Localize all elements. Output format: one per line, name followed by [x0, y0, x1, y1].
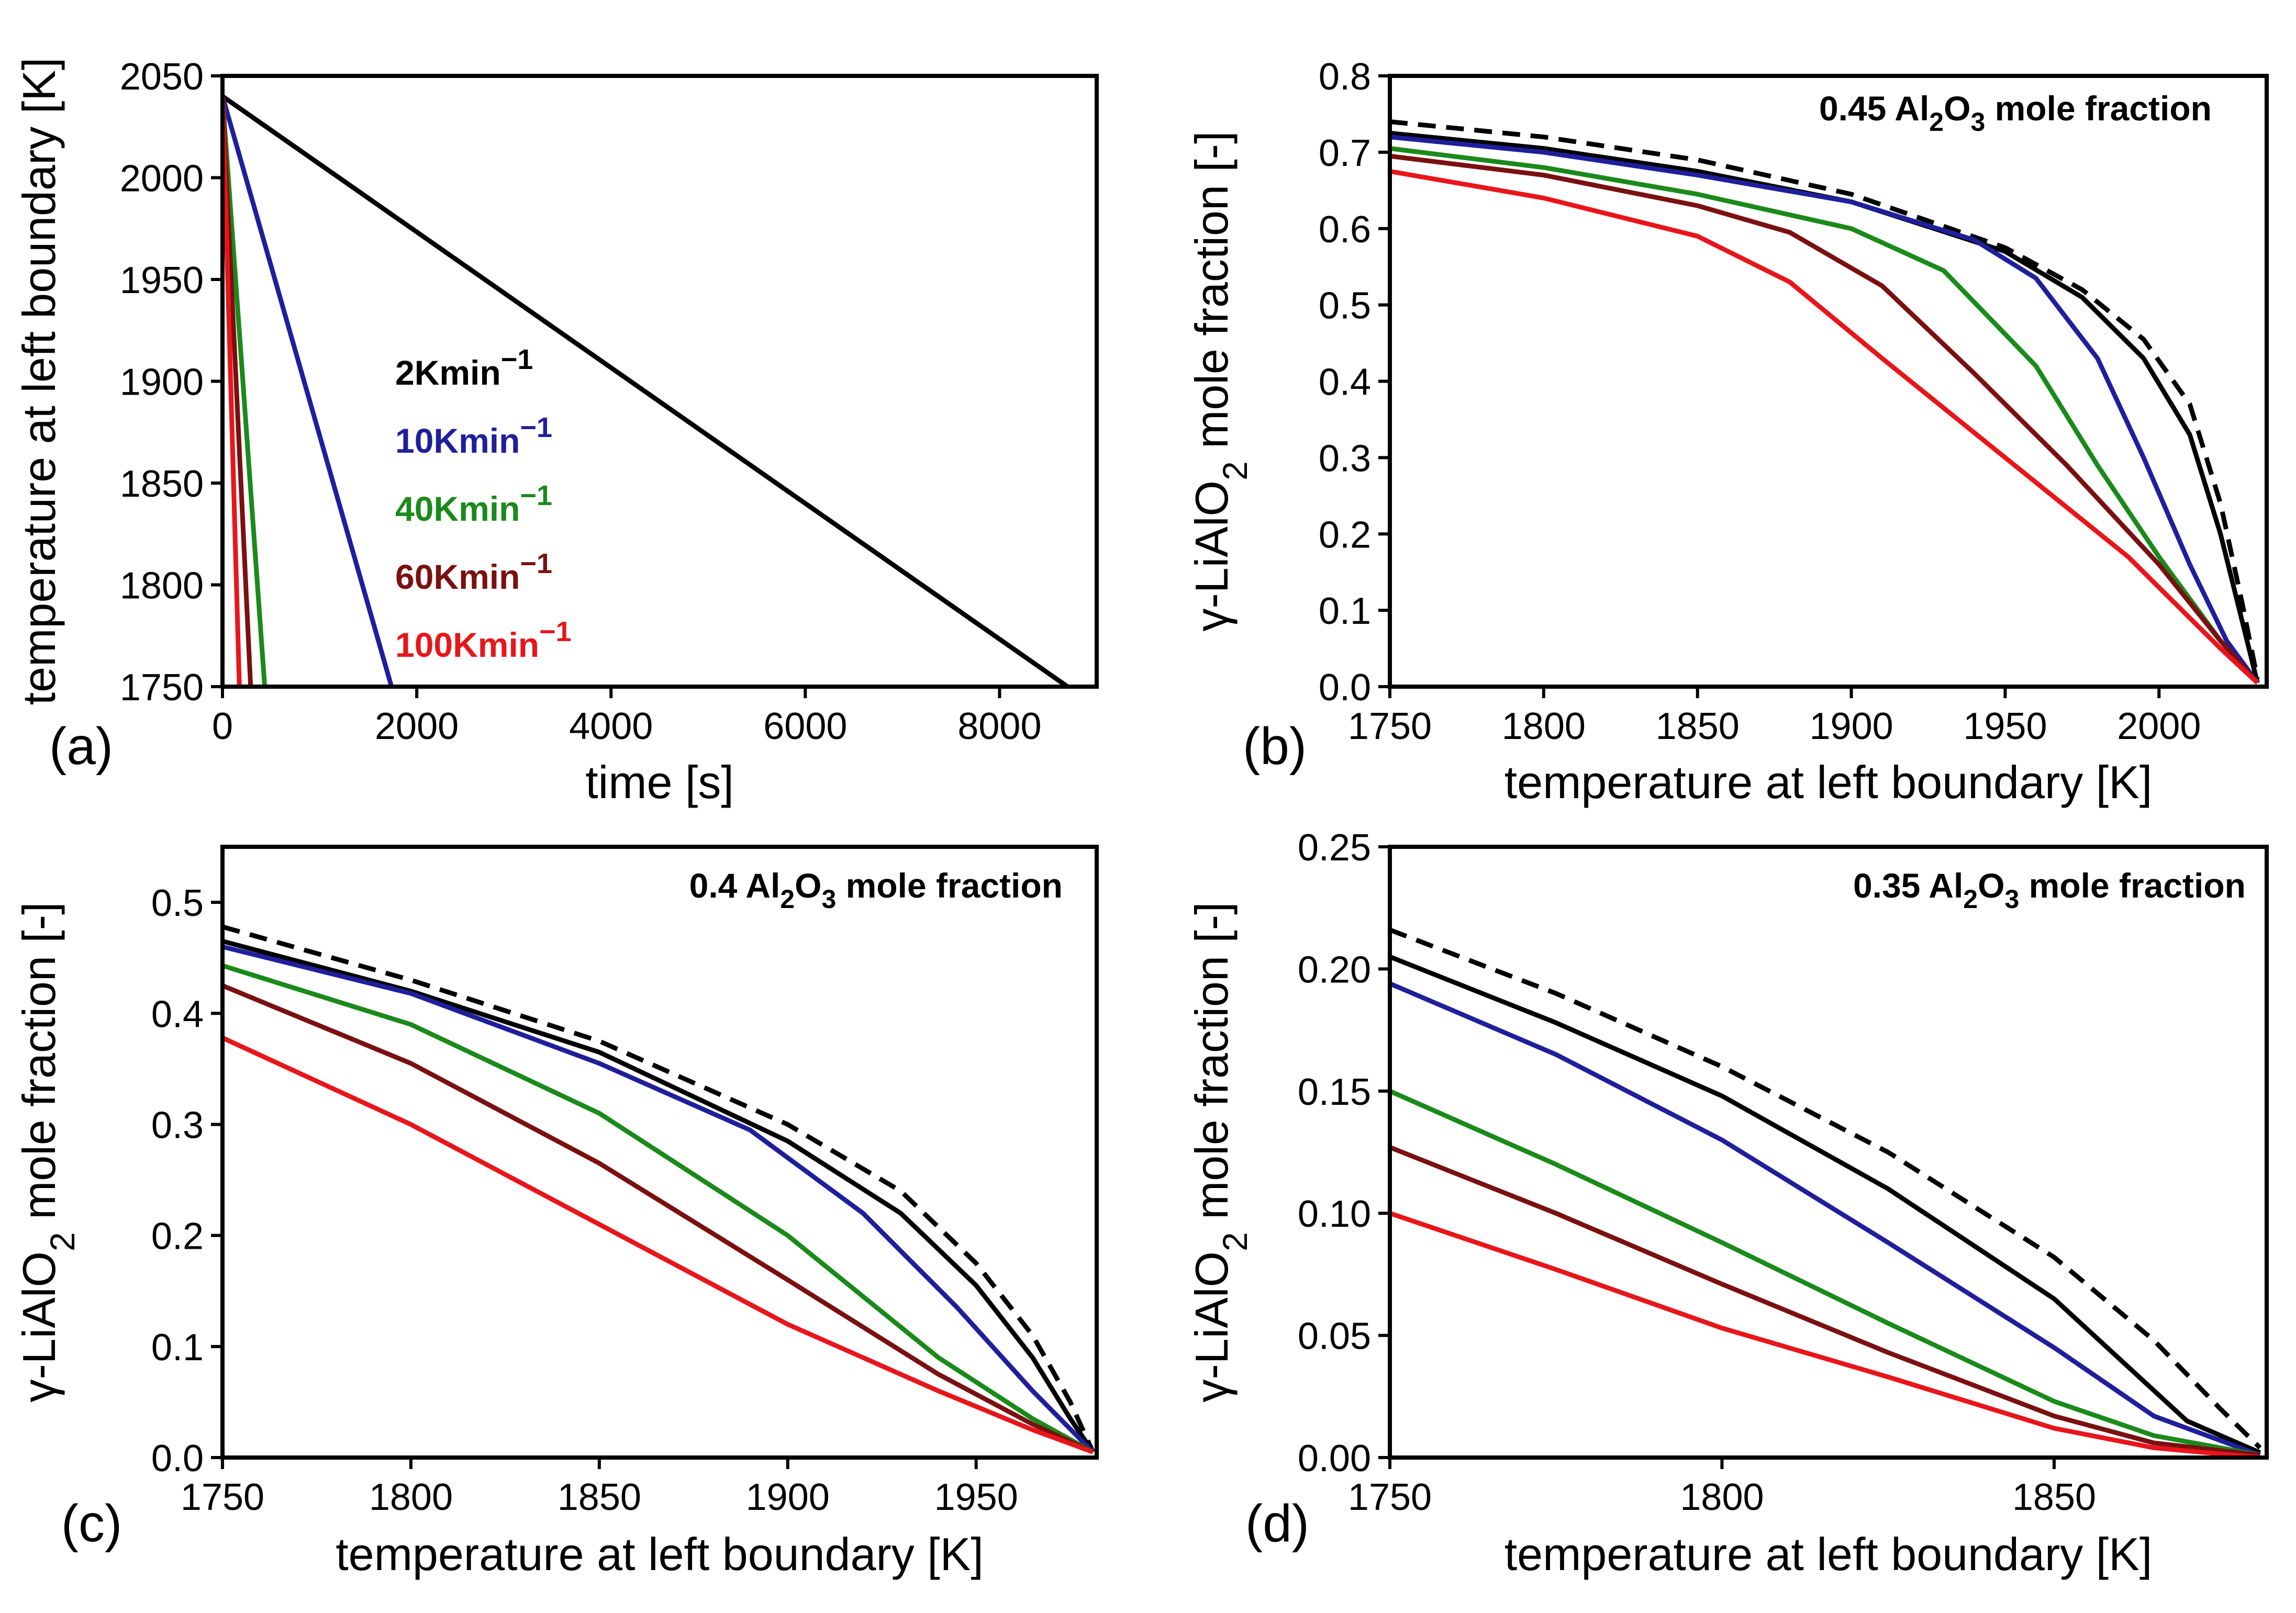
y-tick-label: 0.5 — [151, 882, 204, 924]
legend-entry: 40Kmin−1 — [395, 480, 552, 528]
x-tick-label: 8000 — [957, 705, 1041, 747]
y-tick-label: 0.25 — [1298, 827, 1371, 869]
series-line-2Kmin-1 — [222, 94, 1069, 687]
series-line-equilibrium — [222, 924, 1095, 1453]
y-tick-label: 2000 — [120, 158, 204, 200]
x-tick-label: 1750 — [1348, 1476, 1432, 1518]
chart-panel-4: 1750 1800 1850 0.00 0.05 0.10 0.15 0.20 0.25 temp… — [1186, 827, 2269, 1580]
panel-letter: (a) — [49, 717, 113, 776]
series-line-10Kmin-1 — [1390, 981, 2261, 1458]
series-line-2Kmin-1 — [222, 939, 1095, 1453]
y-tick-label: 0.00 — [1298, 1438, 1371, 1480]
plot-frame — [220, 845, 1099, 1460]
y-tick-label: 1950 — [120, 260, 204, 301]
x-axis-label: temperature at left boundary [K] — [336, 1528, 984, 1580]
series-line-equilibrium — [1390, 119, 2260, 680]
legend-entry: 60Kmin−1 — [395, 548, 552, 596]
y-tick-label: 0.2 — [151, 1216, 204, 1258]
y-tick-label: 0.10 — [1298, 1193, 1371, 1235]
y-tick-label: 0.7 — [1319, 132, 1371, 174]
x-axis-label: time [s] — [585, 756, 734, 808]
y-axis-label: γ-LiAlO2 mole fraction [-] — [1186, 902, 1254, 1402]
y-tick-label: 1850 — [120, 463, 204, 505]
x-tick-label: 1750 — [181, 1476, 264, 1518]
x-tick-label: 1950 — [934, 1476, 1018, 1518]
series-line-100Kmin-1 — [222, 1035, 1094, 1454]
y-tick-label: 0.4 — [151, 993, 204, 1035]
x-tick-label: 1800 — [1502, 705, 1586, 747]
chart-title: 0.35 Al2O3 mole fraction — [1853, 866, 2246, 914]
chart-panel-1: 0 2000 4000 6000 8000 1750 1800 1850 1900 1950 200… — [13, 56, 1099, 808]
series-line-40Kmin-1 — [1390, 146, 2259, 685]
series-line-100Kmin-1 — [1390, 169, 2259, 685]
x-tick-label: 1900 — [1809, 705, 1893, 747]
y-tick-label: 0.20 — [1298, 949, 1371, 991]
x-tick-label: 1750 — [1348, 705, 1432, 747]
series-line-100Kmin-1 — [1390, 1211, 2260, 1458]
y-axis-label: temperature at left boundary [K] — [13, 58, 65, 705]
panel-letter: (b) — [1243, 717, 1307, 776]
series-line-60Kmin-1 — [1390, 153, 2259, 685]
series-line-60Kmin-1 — [1390, 1145, 2260, 1458]
x-tick-label: 1850 — [2012, 1476, 2096, 1518]
x-tick-label: 2000 — [2117, 705, 2201, 747]
y-tick-label: 0.3 — [151, 1104, 204, 1146]
y-axis-label: γ-LiAlO2 mole fraction [-] — [1186, 131, 1254, 631]
y-tick-label: 1900 — [120, 362, 204, 404]
x-tick-label: 6000 — [763, 705, 847, 747]
chart-panel-2: 1750 1800 1850 1900 1950 2000 0.0 0.1 0.2 0.3 0.4 0… — [1186, 56, 2269, 808]
series-line-10Kmin-1 — [222, 944, 1095, 1454]
x-tick-label: 4000 — [569, 705, 653, 747]
series-line-60Kmin-1 — [222, 983, 1094, 1454]
y-tick-label: 0.5 — [1319, 285, 1371, 327]
x-tick-label: 1800 — [369, 1476, 453, 1518]
series-line-10Kmin-1 — [222, 95, 394, 687]
panel-letter: (d) — [1245, 1494, 1309, 1553]
x-tick-label: 1800 — [1680, 1476, 1764, 1518]
x-axis-label: temperature at left boundary [K] — [1504, 1528, 2153, 1580]
y-tick-label: 0.0 — [1319, 667, 1371, 709]
y-tick-label: 1800 — [120, 565, 204, 607]
plot-frame — [1388, 845, 2269, 1460]
series-line-10Kmin-1 — [1390, 135, 2260, 685]
panel-letter: (c) — [61, 1494, 122, 1553]
y-axis-label: γ-LiAlO2 mole fraction [-] — [13, 902, 82, 1402]
legend-entry: 100Kmin−1 — [395, 616, 572, 664]
chart-title: 0.4 Al2O3 mole fraction — [689, 866, 1063, 914]
y-tick-label: 0.0 — [151, 1438, 204, 1480]
series-line-equilibrium — [1390, 927, 2262, 1450]
x-tick-label: 1850 — [1656, 705, 1740, 747]
y-tick-label: 0.1 — [1319, 590, 1371, 632]
x-axis-label: temperature at left boundary [K] — [1504, 756, 2153, 808]
legend-entry: 2Kmin−1 — [395, 344, 533, 392]
series-line-40Kmin-1 — [222, 963, 1094, 1454]
x-tick-label: 1900 — [746, 1476, 830, 1518]
y-tick-label: 0.8 — [1319, 56, 1371, 98]
y-tick-label: 2050 — [120, 56, 204, 98]
series-line-2Kmin-1 — [1390, 954, 2261, 1455]
y-tick-label: 0.1 — [151, 1327, 204, 1369]
series-line-100Kmin-1 — [222, 96, 242, 687]
chart-panel-3: 1750 1800 1850 1900 1950 0.0 0.1 0.2 0.3 0.4 0.5 te… — [13, 845, 1099, 1580]
legend-entry: 10Kmin−1 — [395, 412, 552, 460]
x-tick-label: 1850 — [558, 1476, 641, 1518]
y-tick-label: 0.4 — [1319, 362, 1371, 404]
y-tick-label: 0.3 — [1319, 438, 1371, 479]
x-tick-label: 1950 — [1963, 705, 2047, 747]
y-tick-label: 0.2 — [1319, 514, 1371, 556]
y-tick-label: 0.6 — [1319, 209, 1371, 251]
y-tick-label: 1750 — [120, 667, 204, 709]
series-line-40Kmin-1 — [1390, 1089, 2261, 1458]
y-tick-label: 0.15 — [1298, 1071, 1371, 1113]
x-tick-label: 0 — [212, 705, 233, 747]
x-tick-label: 2000 — [375, 705, 459, 747]
series-line-2Kmin-1 — [1390, 130, 2260, 684]
chart-title: 0.45 Al2O3 mole fraction — [1819, 89, 2212, 137]
y-tick-label: 0.05 — [1298, 1316, 1371, 1358]
